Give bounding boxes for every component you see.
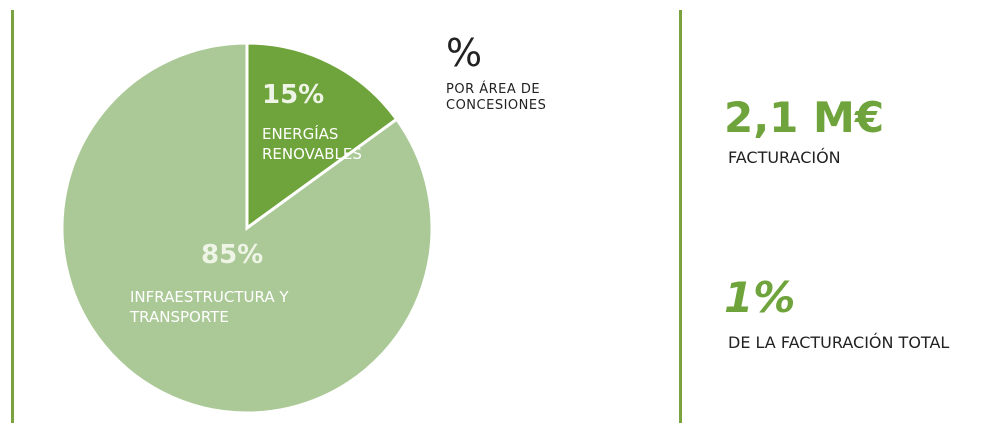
chart-title: % xyxy=(446,31,483,75)
chart-subtitle: POR ÁREA DE CONCESIONES xyxy=(446,82,547,113)
slice-label: ENERGÍAS RENOVABLES xyxy=(262,125,362,163)
divider xyxy=(679,10,682,423)
kpi-value: 2,1 M€ xyxy=(724,93,885,142)
slice-value-label: 85% xyxy=(201,240,264,270)
divider xyxy=(11,10,14,423)
kpi-value: 1% xyxy=(724,273,796,322)
kpi-label: DE LA FACTURACIÓN TOTAL xyxy=(728,333,950,352)
slice-value-label: 15% xyxy=(262,80,325,110)
slice-label: INFRAESTRUCTURA Y TRANSPORTE xyxy=(130,288,289,326)
pie-slice xyxy=(245,41,399,231)
kpi-label: FACTURACIÓN xyxy=(728,148,841,167)
pie-chart xyxy=(60,41,434,415)
pie-slice xyxy=(60,41,434,415)
